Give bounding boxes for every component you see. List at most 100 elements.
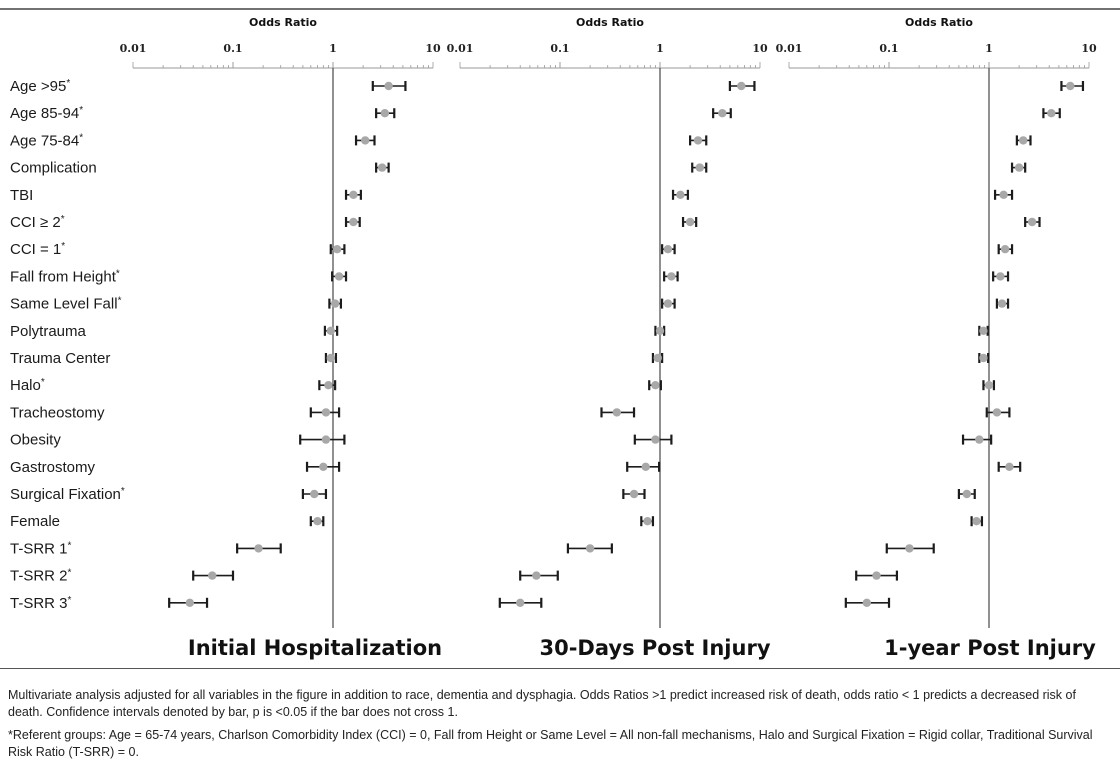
ci-row-age-75-84	[1015, 135, 1032, 146]
ci-row-female	[970, 516, 984, 527]
forest-plot: Age >95* Age 85-94* Age 75-84* Complication…	[0, 8, 1120, 660]
odds-ratio-point	[663, 299, 673, 308]
ci-row-trauma-center	[324, 353, 338, 363]
odds-ratio-point	[996, 272, 1005, 281]
tick-label: 10	[752, 42, 768, 55]
ci-row-halo	[982, 380, 996, 391]
odds-ratio-point	[361, 136, 370, 145]
ci-row-cci-2	[681, 217, 698, 227]
ci-row-obesity	[961, 434, 993, 445]
row-label-trauma-center: Trauma Center	[10, 350, 110, 367]
ci-row-tbi	[993, 189, 1014, 200]
ci-row-t-srr-1	[236, 543, 282, 554]
footnote-referents: *Referent groups: Age = 65-74 years, Cha…	[8, 728, 1093, 759]
odds-ratio-point	[384, 81, 393, 91]
tick-label: 1	[656, 42, 664, 55]
odds-ratio-point	[651, 381, 660, 390]
ci-row-same-level-fall	[328, 298, 343, 309]
odds-ratio-point	[979, 326, 988, 335]
ci-row-cci-1	[329, 244, 346, 255]
ci-row-polytrauma	[978, 325, 989, 336]
ci-row-tracheostomy	[985, 407, 1011, 418]
row-label-gastrostomy: Gastrostomy	[10, 459, 96, 476]
odds-ratio-point	[1047, 109, 1056, 118]
panels: Odds Ratio 0.01 0.1 1 10 Initial Hospitalizat…	[120, 16, 1097, 660]
ci-row-cci-2	[344, 217, 361, 227]
row-label-t-srr-3: T-SRR 3*	[10, 594, 72, 612]
odds-ratio-point	[330, 299, 340, 308]
odds-ratio-point	[1000, 245, 1010, 254]
panel-title: 1-year Post Injury	[884, 636, 1096, 660]
ci-row-gastrostomy	[997, 461, 1022, 472]
odds-ratio-point	[1014, 163, 1024, 172]
row-label-age-75-84: Age 75-84*	[10, 132, 83, 150]
tick-label: 0.1	[550, 42, 569, 55]
ci-row-tracheostomy	[600, 407, 636, 418]
odds-ratio-point	[667, 272, 676, 281]
ci-row-age-85-94	[712, 108, 732, 119]
odds-ratio-point	[629, 489, 639, 499]
odds-ratio-point	[321, 408, 331, 417]
row-label-tbi: TBI	[10, 187, 33, 204]
row-label-obesity: Obesity	[10, 432, 61, 449]
odds-ratio-point	[905, 544, 914, 553]
ci-row-t-srr-2	[519, 570, 559, 581]
ci-row-gastrostomy	[305, 461, 341, 472]
odds-ratio-point	[349, 217, 358, 227]
footnote-box: Multivariate analysis adjusted for all v…	[0, 668, 1120, 774]
panel-title: Initial Hospitalization	[188, 636, 442, 660]
odds-ratio-point	[641, 462, 650, 471]
tick-label: 0.01	[776, 42, 803, 55]
tick-label: 10	[425, 42, 441, 55]
row-label-cci-1: CCI = 1*	[10, 241, 65, 259]
odds-ratio-point	[872, 571, 881, 580]
odds-ratio-point	[663, 245, 673, 254]
ci-row-fall-from-height	[663, 271, 679, 282]
ci-row-obesity	[633, 434, 673, 445]
ci-row-polytrauma	[323, 325, 339, 336]
panel-30-days-post-injury: Odds Ratio 0.01 0.1 1 10 30-Days Post Injury	[447, 16, 771, 660]
ci-row-polytrauma	[654, 325, 666, 336]
row-label-t-srr-2: T-SRR 2*	[10, 567, 72, 585]
row-label-fall-from-height: Fall from Height*	[10, 268, 120, 286]
row-label-t-srr-1: T-SRR 1*	[10, 540, 72, 558]
ci-row-trauma-center	[651, 353, 664, 363]
odds-ratio-point	[377, 163, 387, 172]
odds-ratio-point	[1005, 462, 1014, 471]
ci-row-age-95	[1060, 81, 1085, 91]
tick-label: 1	[329, 42, 337, 55]
ci-row-female	[309, 516, 325, 527]
odds-ratio-point	[975, 435, 984, 444]
ci-row-age-85-94	[375, 108, 396, 119]
row-label-age-95: Age >95*	[10, 78, 70, 96]
ci-row-t-srr-1	[566, 543, 613, 554]
ci-row-gastrostomy	[626, 461, 661, 472]
ci-row-cci-1	[997, 244, 1014, 255]
odds-ratio-point	[310, 489, 319, 499]
ci-row-age-95	[728, 81, 756, 91]
ci-row-age-75-84	[689, 135, 708, 146]
odds-ratio-point	[651, 435, 660, 444]
ci-row-tbi	[671, 189, 689, 200]
axis-title: Odds Ratio	[249, 16, 317, 29]
odds-ratio-point	[655, 326, 665, 335]
ci-row-t-srr-3	[498, 597, 543, 608]
odds-ratio-point	[962, 489, 972, 499]
odds-ratio-point	[516, 598, 525, 607]
axis-title: Odds Ratio	[576, 16, 644, 29]
odds-ratio-point	[862, 598, 872, 607]
ci-row-tracheostomy	[309, 407, 341, 418]
ci-row-complication	[375, 162, 390, 173]
odds-ratio-point	[321, 435, 331, 444]
ci-row-t-srr-3	[844, 597, 891, 608]
odds-ratio-point	[1019, 136, 1028, 145]
odds-ratio-point	[254, 544, 263, 553]
row-label-surgical-fixation: Surgical Fixation*	[10, 486, 125, 504]
footnote-analysis: Multivariate analysis adjusted for all v…	[8, 688, 1076, 719]
ci-row-female	[640, 516, 655, 527]
ci-row-age-75-84	[354, 135, 376, 146]
odds-ratio-point	[685, 217, 695, 227]
ci-row-surgical-fixation	[622, 489, 646, 499]
odds-ratio-point	[612, 408, 622, 417]
row-labels: Age >95* Age 85-94* Age 75-84* Complication…	[10, 78, 125, 612]
